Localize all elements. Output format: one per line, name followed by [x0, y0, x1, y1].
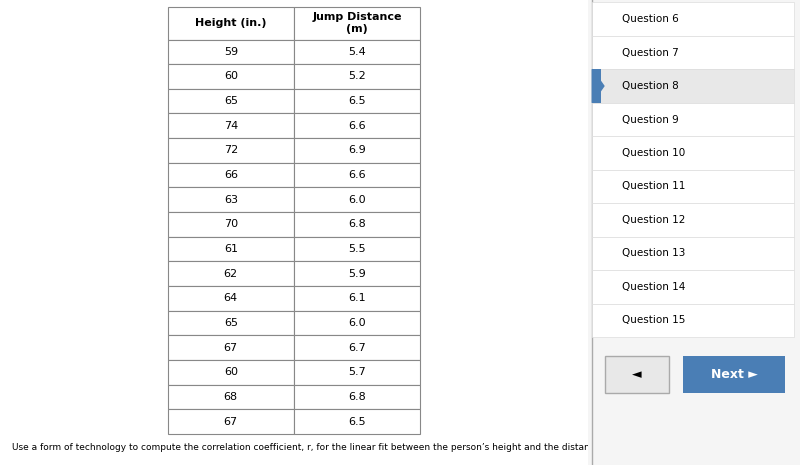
Bar: [294, 40, 421, 64]
Bar: [592, 36, 794, 69]
Bar: [592, 237, 794, 270]
Text: Question 11: Question 11: [622, 181, 686, 192]
Text: 6.9: 6.9: [348, 146, 366, 155]
Text: 67: 67: [224, 343, 238, 352]
Text: Question 10: Question 10: [622, 148, 685, 158]
Polygon shape: [592, 69, 604, 103]
Bar: [167, 187, 294, 212]
Text: 59: 59: [224, 47, 238, 57]
Text: 65: 65: [224, 96, 238, 106]
Text: 72: 72: [224, 146, 238, 155]
Bar: [294, 187, 421, 212]
Text: 64: 64: [224, 293, 238, 303]
Text: 5.4: 5.4: [348, 47, 366, 57]
Text: 65: 65: [224, 318, 238, 328]
Text: 5.2: 5.2: [348, 72, 366, 81]
Text: 74: 74: [224, 121, 238, 131]
Text: Use a form of technology to compute the correlation coefficient, r, for the line: Use a form of technology to compute the …: [12, 443, 711, 452]
Bar: [294, 138, 421, 163]
Text: 6.8: 6.8: [348, 219, 366, 229]
Bar: [294, 360, 421, 385]
Bar: [592, 203, 794, 237]
Text: 63: 63: [224, 195, 238, 205]
Bar: [592, 69, 601, 103]
Bar: [167, 64, 294, 89]
Bar: [167, 311, 294, 335]
Text: Question 9: Question 9: [622, 114, 678, 125]
Text: 60: 60: [224, 367, 238, 377]
Text: 6.0: 6.0: [348, 195, 366, 205]
Bar: [592, 170, 794, 203]
Bar: [294, 311, 421, 335]
Text: Question 12: Question 12: [622, 215, 686, 225]
Bar: [167, 7, 294, 40]
Bar: [294, 7, 421, 40]
Text: 6.8: 6.8: [348, 392, 366, 402]
Text: 6.6: 6.6: [348, 170, 366, 180]
Bar: [294, 89, 421, 113]
Bar: [294, 286, 421, 311]
Bar: [592, 270, 794, 304]
Text: ◄: ◄: [632, 368, 642, 381]
Text: 68: 68: [224, 392, 238, 402]
Bar: [592, 136, 794, 170]
Bar: [167, 138, 294, 163]
Bar: [592, 2, 794, 36]
Bar: [294, 113, 421, 138]
Bar: [294, 335, 421, 360]
Text: 61: 61: [224, 244, 238, 254]
Text: 5.5: 5.5: [348, 244, 366, 254]
Bar: [167, 261, 294, 286]
Bar: [605, 356, 669, 393]
Text: Jump Distance
(m): Jump Distance (m): [313, 13, 402, 34]
Bar: [167, 360, 294, 385]
Text: Question 8: Question 8: [622, 81, 678, 91]
Bar: [592, 304, 794, 337]
Text: Question 7: Question 7: [622, 47, 678, 58]
Bar: [167, 89, 294, 113]
Text: Next ►: Next ►: [711, 368, 758, 381]
Bar: [167, 212, 294, 237]
Bar: [294, 409, 421, 434]
Text: 6.0: 6.0: [348, 318, 366, 328]
Bar: [167, 113, 294, 138]
Text: Question 15: Question 15: [622, 315, 686, 326]
Text: 6.5: 6.5: [348, 417, 366, 426]
Text: 6.7: 6.7: [348, 343, 366, 352]
Bar: [167, 385, 294, 409]
Text: 5.9: 5.9: [348, 269, 366, 279]
Bar: [294, 163, 421, 187]
Text: 60: 60: [224, 72, 238, 81]
Text: 66: 66: [224, 170, 238, 180]
Text: Question 13: Question 13: [622, 248, 686, 259]
Text: 62: 62: [224, 269, 238, 279]
Text: Question 14: Question 14: [622, 282, 686, 292]
Bar: [167, 40, 294, 64]
Text: Height (in.): Height (in.): [195, 18, 266, 28]
Bar: [592, 69, 794, 103]
Text: 5.7: 5.7: [348, 367, 366, 377]
Text: 6.1: 6.1: [348, 293, 366, 303]
Bar: [592, 103, 794, 136]
Bar: [167, 335, 294, 360]
Text: Question 6: Question 6: [622, 14, 678, 24]
Bar: [167, 163, 294, 187]
Bar: [683, 356, 785, 393]
Bar: [294, 237, 421, 261]
Bar: [294, 385, 421, 409]
Bar: [294, 261, 421, 286]
Bar: [294, 212, 421, 237]
Bar: [167, 237, 294, 261]
Text: 6.6: 6.6: [348, 121, 366, 131]
Text: 6.5: 6.5: [348, 96, 366, 106]
Bar: [167, 409, 294, 434]
Text: 67: 67: [224, 417, 238, 426]
Bar: [167, 286, 294, 311]
Bar: [294, 64, 421, 89]
Text: 70: 70: [224, 219, 238, 229]
